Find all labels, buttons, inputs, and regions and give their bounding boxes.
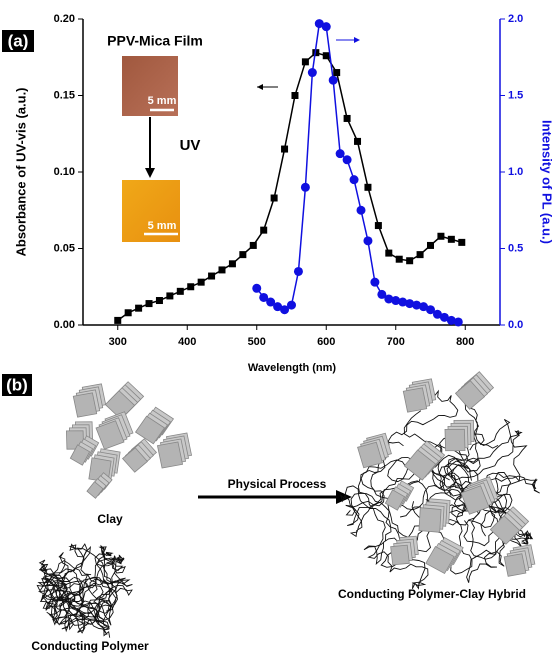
y2-tick-label: 2.0 [508,13,523,25]
marker [333,69,340,76]
marker [364,184,371,191]
marker [357,206,366,215]
marker [146,300,153,307]
marker [323,52,330,59]
marker [363,236,372,245]
marker [208,273,215,280]
y2-axis-title: Intensity of PL (a.u.) [540,120,555,244]
marker [291,92,298,99]
inset-title: PPV-Mica Film [107,33,203,49]
y-tick-label: 0.20 [54,13,75,25]
hybrid-label: Conducting Polymer-Clay Hybrid [338,587,526,601]
y2-tick-label: 0.5 [508,242,523,254]
marker [370,278,379,287]
marker [454,317,463,326]
scale-label: 5 mm [148,220,177,232]
marker [250,242,257,249]
marker [239,251,246,258]
marker [406,257,413,264]
marker [437,233,444,240]
marker [344,115,351,122]
marker [448,236,455,243]
process-label: Physical Process [228,477,327,491]
marker [187,283,194,290]
marker [322,22,331,31]
x-tick-label: 800 [456,336,474,348]
y-tick-label: 0.10 [54,166,75,178]
scale-label: 5 mm [148,95,177,107]
marker [166,292,173,299]
marker [114,317,121,324]
marker [252,284,261,293]
marker [336,149,345,158]
marker [396,256,403,263]
y2-tick-label: 1.5 [508,89,523,101]
marker [177,288,184,295]
polymer-chain [94,555,133,602]
marker [219,266,226,273]
marker [385,250,392,257]
y-tick-label: 0.05 [54,242,75,254]
arrow-head [145,168,155,178]
marker [260,227,267,234]
x-tick-label: 600 [317,336,335,348]
marker [302,58,309,65]
marker [271,195,278,202]
polymer-label: Conducting Polymer [31,639,149,653]
marker [417,251,424,258]
y-tick-label: 0.15 [54,89,75,101]
y-tick-label: 0.00 [54,319,75,331]
marker [458,239,465,246]
marker [354,138,361,145]
marker [350,175,359,184]
clay-label: Clay [97,512,123,526]
marker [301,183,310,192]
marker [229,260,236,267]
x-tick-label: 700 [387,336,405,348]
film-after [122,180,180,242]
y2-tick-label: 1.0 [508,166,523,178]
x-tick-label: 400 [178,336,196,348]
polymer-chain [358,460,428,589]
y2-tick-label: 0.0 [508,319,523,331]
series-pointer-head [354,37,360,43]
marker [308,68,317,77]
film-before [122,56,178,116]
panel-label: (a) [8,31,29,50]
marker [427,242,434,249]
marker [294,267,303,276]
marker [287,301,296,310]
panel-label: (b) [6,375,28,394]
x-tick-label: 500 [248,336,266,348]
marker [329,76,338,85]
marker [125,309,132,316]
x-axis-title: Wavelength (nm) [248,362,337,374]
marker [135,305,142,312]
figure: (a) PPV-Mica Film 5 mm UV 5 mm Wavelengt… [0,0,560,655]
inset-step: UV [180,137,201,154]
marker [156,297,163,304]
series-line [257,24,459,322]
y-axis-title: Absorbance of UV-vis (a.u.) [13,87,28,256]
marker [375,222,382,229]
series-pointer-head [257,84,263,90]
marker [281,146,288,153]
polymer-chain [43,581,113,633]
x-tick-label: 300 [109,336,127,348]
marker [343,155,352,164]
marker [198,279,205,286]
